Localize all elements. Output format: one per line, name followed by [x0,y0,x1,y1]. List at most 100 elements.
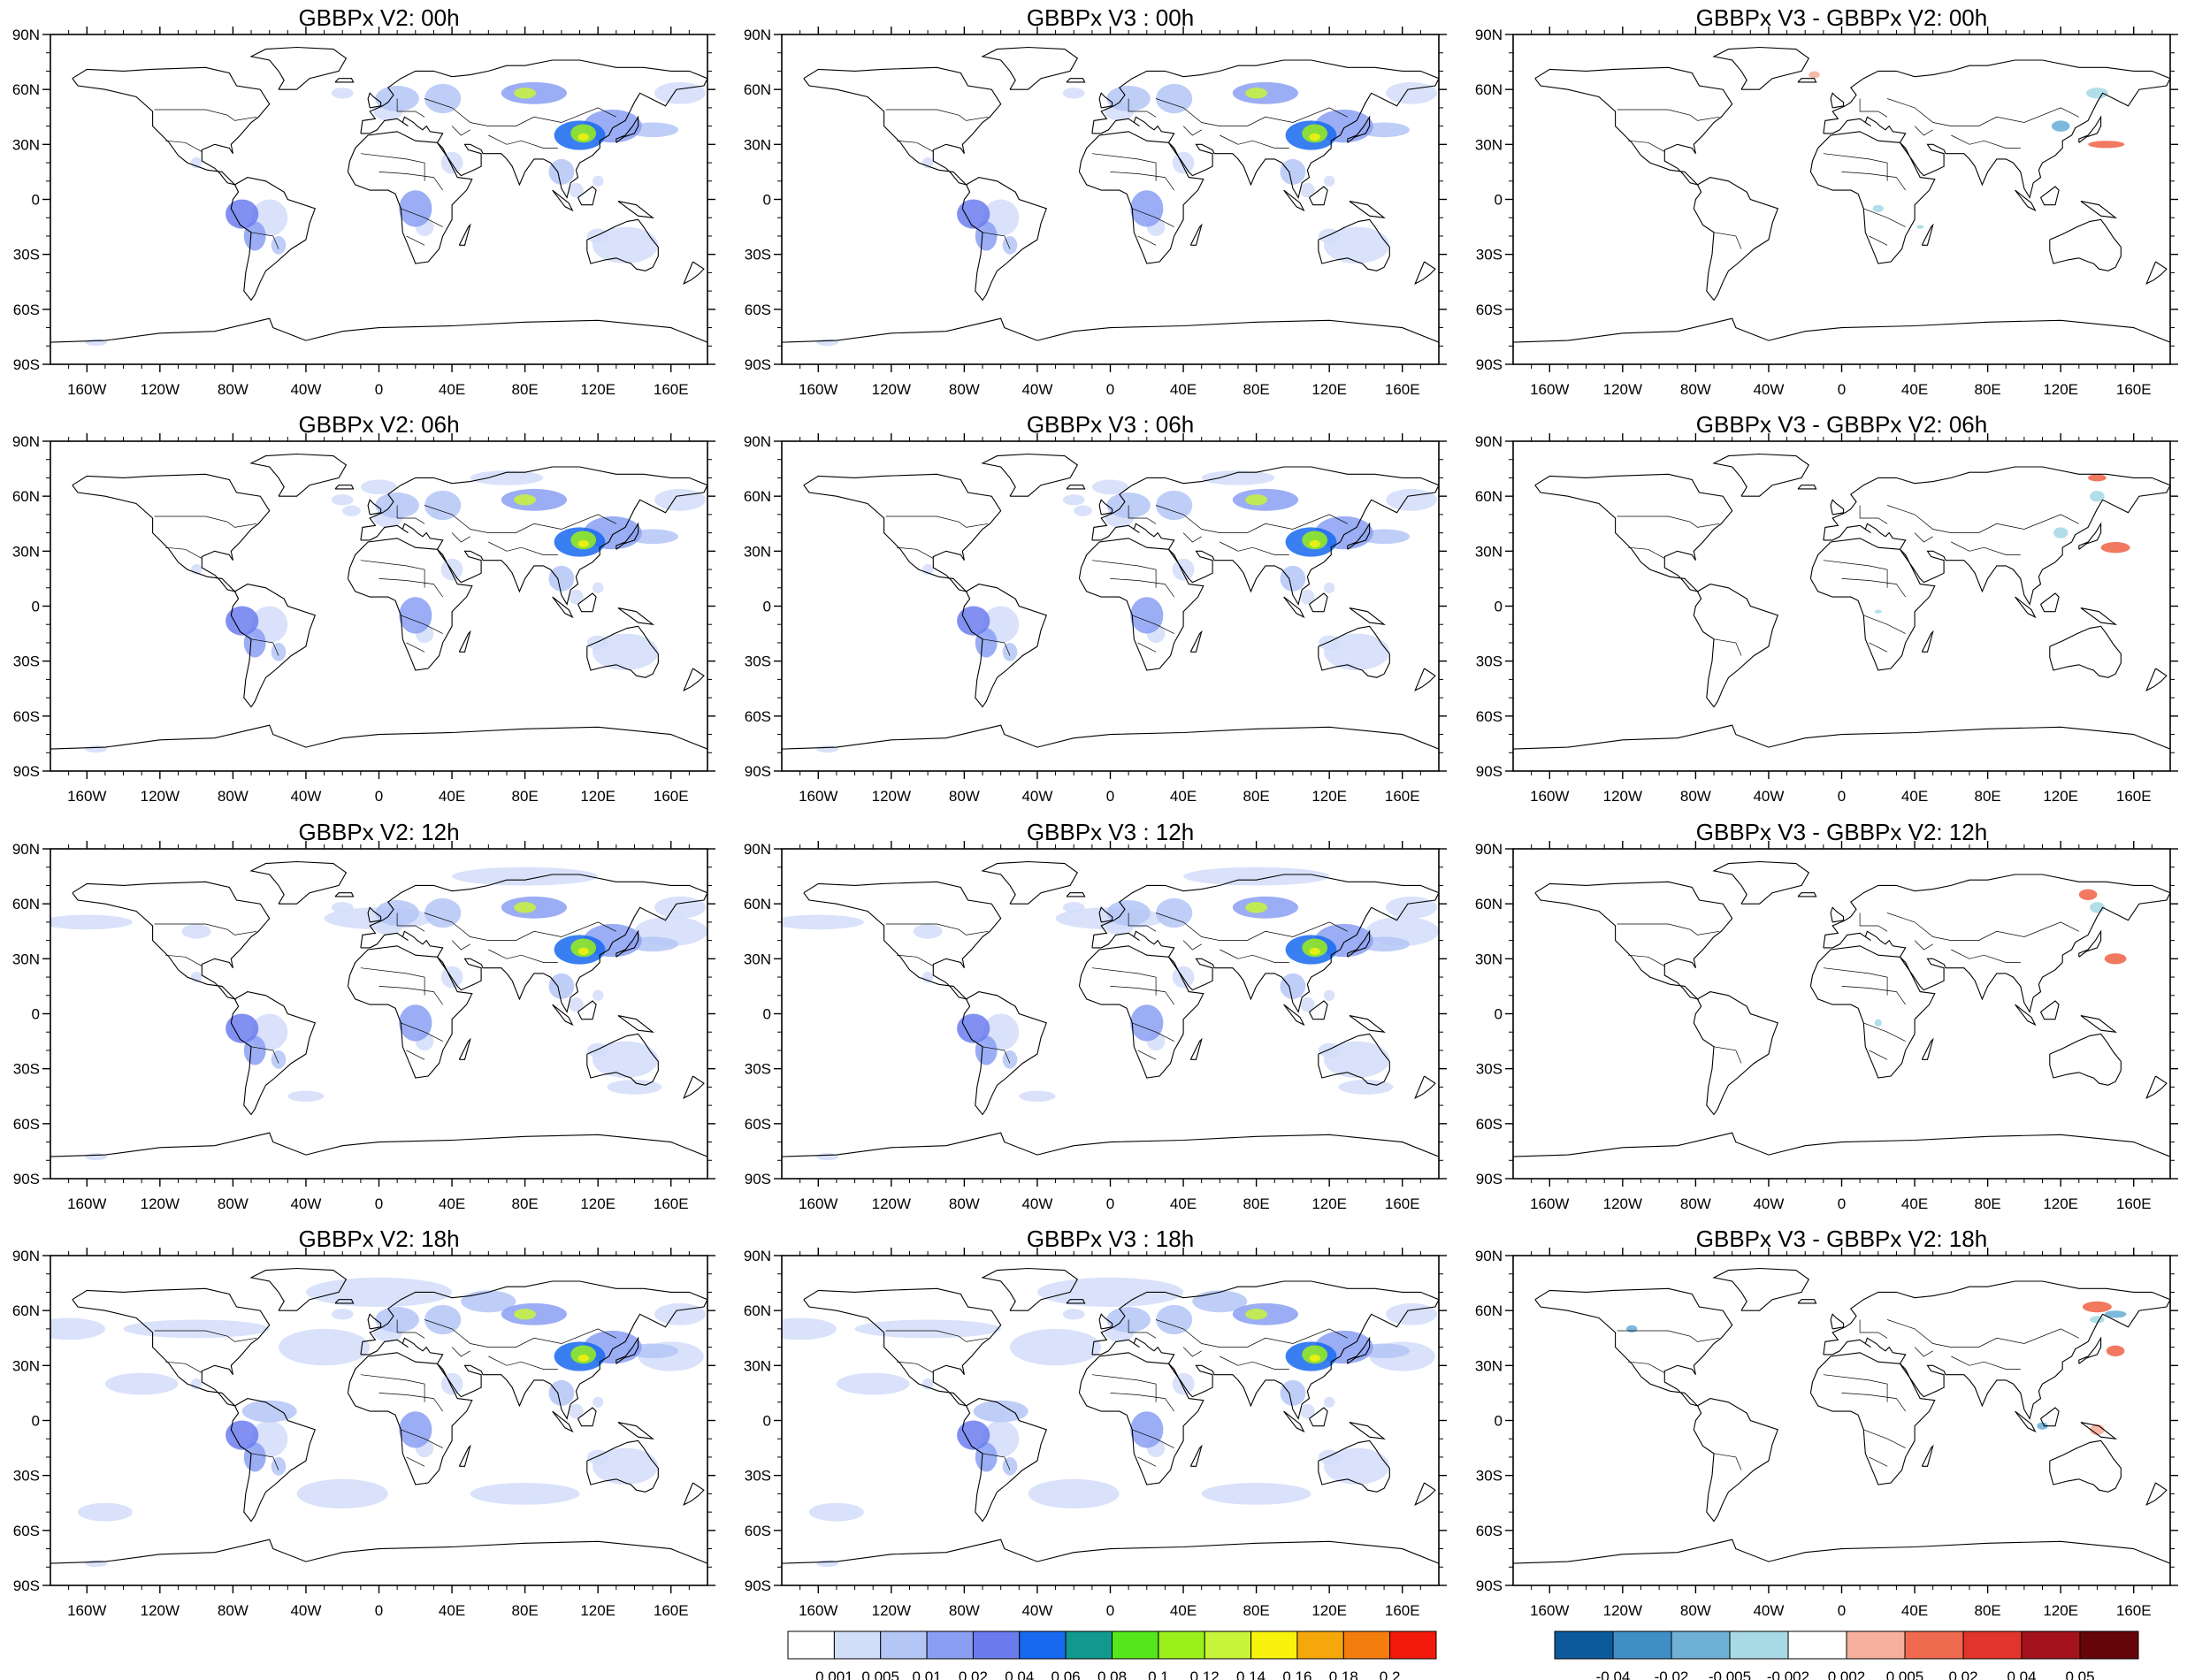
lon-label: 160W [1530,381,1569,398]
country-border [379,986,443,1005]
shaded-cell [1309,133,1320,141]
country-border [1091,1374,1157,1402]
lon-label: 40E [439,1602,465,1619]
country-border [1617,923,1720,935]
lat-label: 30S [1476,1061,1503,1078]
coastline-greenland [249,453,348,497]
shaded-cell [241,1400,297,1423]
lon-label: 120W [1603,1602,1642,1619]
shaded-cell [1874,609,1882,614]
country-border [164,954,203,966]
lon-label: 0 [1106,1602,1114,1619]
shaded-cell [243,1035,266,1065]
colorbar-box [1846,1630,1906,1660]
shaded-cell [331,1309,354,1320]
lat-label: 30N [1475,1357,1503,1374]
map-panel-12h-diff: GBBPx V3 - GBBPx V2: 12h90N60N30N030S60S… [1475,819,2178,1212]
coastline-samerica [230,584,317,708]
shaded-cell [243,628,266,658]
lon-label: 120W [872,1602,911,1619]
coastline-borneo [577,1407,597,1427]
lat-label: 30S [1476,247,1503,263]
country-border [250,1046,279,1064]
coastline-namerica [72,473,271,592]
lon-label: 40E [1901,788,1928,805]
shaded-cell [1091,479,1129,495]
coastline-africa [1809,131,1936,264]
lat-label: 90N [1475,433,1503,450]
shaded-cell [1916,225,1924,229]
lat-label: 60N [1475,488,1503,505]
colorbar-box [1612,1630,1672,1660]
country-border [250,638,279,656]
coastline-madagascar [1921,630,1934,653]
colorbar-box [1729,1630,1789,1660]
country-border [1137,1050,1157,1060]
shaded-cell [123,1319,270,1339]
coastline-japan [2078,929,2102,958]
coastline-newguinea [617,1015,655,1033]
lon-label: 40E [1170,1195,1197,1212]
coastline-nz [2145,261,2168,285]
lat-label: 90N [744,1248,771,1264]
country-border [1863,1429,1906,1448]
lat-label: 90S [745,763,771,780]
coastline-namerica [803,473,1002,592]
lat-label: 30S [745,653,771,670]
colorbar-label: 0.01 [913,1669,942,1680]
lon-label: 80E [511,1602,538,1619]
shaded-cell [975,628,998,658]
colorbar-label: 0.14 [1236,1669,1266,1680]
shaded-cell [440,558,463,581]
coastline-greenland [249,860,348,905]
lon-label: 40E [1901,1602,1928,1619]
coastline-greenland [981,46,1079,90]
shaded-cell [808,1502,864,1522]
lat-label: 30S [13,1468,40,1485]
lon-label: 80E [511,788,538,805]
shaded-cell [1300,182,1315,198]
lon-label: 40E [1170,381,1197,398]
shaded-cell [226,606,259,636]
shaded-cell [399,1004,432,1042]
coastline-iceland [334,1299,355,1304]
lon-label: 40W [1753,1195,1784,1212]
country-border [1110,1393,1174,1412]
lat-label: 60N [12,81,40,98]
shaded-cell [1201,1483,1311,1505]
shaded-cell [1808,71,1820,79]
lon-label: 160E [654,1195,689,1212]
shaded-cell [1324,1396,1335,1409]
coastline-antarctica [1513,1132,2170,1157]
lat-label: 30S [745,1061,771,1078]
country-border [451,940,470,951]
lon-label: 80W [1680,1602,1711,1619]
shaded-cell [1130,1411,1164,1448]
shaded-cell [1192,1290,1248,1313]
country-border [1617,515,1720,528]
country-border [379,578,443,598]
shaded-cell [2104,1310,2127,1318]
country-border [1220,949,1289,963]
coastline-uk [367,92,382,109]
country-border [1128,505,1157,524]
shaded-cell [816,1560,838,1568]
lon-label: 40W [290,788,321,805]
shaded-cell [1074,505,1092,516]
colorbar-box [1296,1630,1344,1660]
coastline-eurasia [1823,59,2170,199]
country-border [1951,541,2021,555]
coastline-madagascar [458,1037,471,1060]
lon-label: 0 [375,1195,383,1212]
country-border [154,1330,257,1342]
country-border [1110,578,1174,598]
shaded-cell [654,81,706,104]
country-border [424,505,616,533]
map-background [1513,34,2170,364]
lon-label: 160W [1530,788,1569,805]
lon-label: 160W [67,1195,106,1212]
coastline-namerica [1534,881,1733,1000]
country-border [250,232,279,249]
country-border [1914,940,1933,951]
